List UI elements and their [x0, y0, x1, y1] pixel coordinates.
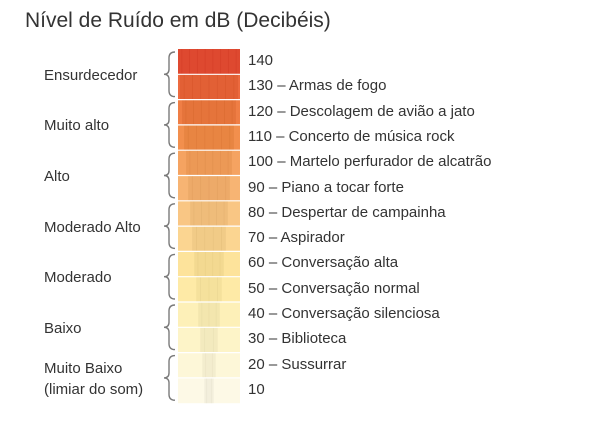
level-cone	[192, 226, 226, 252]
category-bracket	[163, 304, 176, 351]
level-cone	[180, 74, 238, 100]
level-label: 70 – Aspirador	[248, 229, 345, 247]
category-label: Baixo	[44, 319, 82, 337]
category-label: Alto	[44, 168, 70, 185]
category-bracket	[163, 152, 176, 199]
level-label: 100 – Martelo perfurador de alcatrão	[248, 153, 492, 171]
level-label: 90 – Piano a tocar forte	[248, 178, 404, 196]
category-bracket	[163, 354, 176, 401]
level-cone	[184, 124, 234, 151]
level-label: 50 – Conversação normal	[248, 279, 420, 297]
level-label: 80 – Despertar de campainha	[248, 203, 446, 221]
category-label: (limiar do som)	[44, 380, 144, 398]
level-label: 20 – Sussurrar	[248, 355, 347, 373]
level-label: 120 – Descolagem de avião a jato	[248, 102, 475, 120]
level-label: 40 – Conversação silenciosa	[248, 305, 440, 322]
level-label: 30 – Biblioteca	[248, 330, 347, 348]
level-label: 110 – Concerto de música rock	[248, 127, 455, 145]
level-cone	[202, 352, 216, 378]
category-bracket	[163, 203, 176, 250]
level-cone	[188, 175, 230, 201]
level-cone	[198, 302, 220, 328]
level-label: 130 – Armas de fogo	[248, 77, 387, 95]
category-bracket	[163, 253, 176, 300]
category-label: Ensurdecedor	[44, 66, 138, 84]
level-cone	[194, 251, 224, 277]
page-title: Nível de Ruído em dB (Decibéis)	[25, 9, 331, 32]
level-cone	[182, 99, 236, 125]
level-cone	[190, 200, 228, 227]
level-label: 140	[248, 52, 274, 69]
category-label: Moderado Alto	[44, 218, 141, 236]
category-label: Muito alto	[44, 117, 110, 135]
category-label: Moderado	[44, 269, 112, 287]
category-bracket	[163, 51, 176, 98]
category-bracket	[163, 101, 176, 148]
level-label: 10	[248, 380, 265, 398]
level-cone	[204, 377, 214, 404]
level-cone	[200, 327, 218, 353]
category-label: Muito Baixo	[44, 359, 123, 377]
level-cone	[178, 49, 240, 75]
level-label: 60 – Conversação alta	[248, 254, 399, 272]
level-cone	[196, 276, 222, 302]
level-cone	[186, 150, 232, 176]
